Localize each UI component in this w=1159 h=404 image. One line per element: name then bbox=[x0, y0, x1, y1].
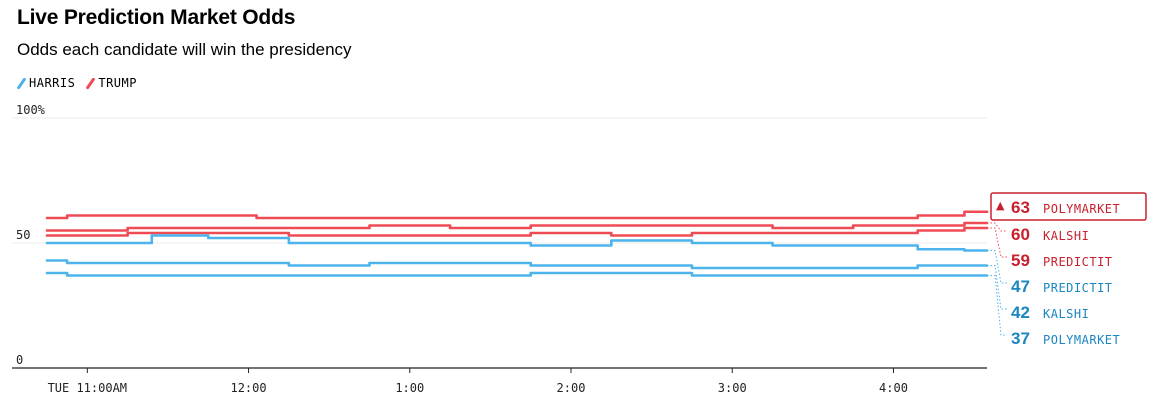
end-label-value: 47 bbox=[1011, 277, 1030, 296]
chart-subtitle: Odds each candidate will win the preside… bbox=[17, 40, 352, 59]
y-tick-label: 100% bbox=[16, 103, 46, 117]
chart-title: Live Prediction Market Odds bbox=[17, 6, 296, 29]
x-tick-label: 1:00 bbox=[395, 381, 424, 395]
leader-line bbox=[987, 222, 1007, 232]
end-label-harris-predictit: 47 PREDICTIT bbox=[987, 250, 1113, 296]
chart-legend: HARRIS TRUMP bbox=[16, 76, 137, 90]
end-label-market: POLYMARKET bbox=[1043, 202, 1120, 216]
end-label-value: 42 bbox=[1011, 303, 1030, 322]
end-label-value: 60 bbox=[1011, 225, 1030, 244]
highlight-box bbox=[990, 192, 1147, 221]
x-axis: TUE 11:00AM 12:00 1:00 2:00 3:00 4:00 bbox=[12, 367, 987, 395]
x-tick-label: TUE 11:00AM bbox=[48, 381, 127, 395]
y-tick-label: 50 bbox=[16, 228, 30, 242]
leader-line bbox=[987, 265, 1007, 310]
series-line-harris-kalshi bbox=[45, 259, 989, 270]
end-label-trump-polymarket: ▲ 63 POLYMARKET bbox=[987, 192, 1147, 221]
end-label-value: 37 bbox=[1011, 329, 1030, 348]
leader-line bbox=[987, 250, 1007, 284]
end-label-market: PREDICTIT bbox=[1043, 255, 1113, 269]
end-label-market: POLYMARKET bbox=[1043, 333, 1120, 347]
y-axis-ticks: 0 50 100% bbox=[16, 103, 46, 367]
legend-label-harris: HARRIS bbox=[29, 76, 76, 90]
end-label-market: PREDICTIT bbox=[1043, 281, 1113, 295]
x-tick-label: 3:00 bbox=[718, 381, 747, 395]
leader-line bbox=[987, 275, 1007, 336]
series-line-harris-predictit bbox=[45, 234, 989, 252]
series-line-trump-polymarket bbox=[45, 210, 989, 220]
end-label-trump-kalshi: 60 KALSHI bbox=[987, 222, 1089, 244]
series-lines bbox=[45, 210, 989, 277]
end-label-market: KALSHI bbox=[1043, 229, 1089, 243]
series-line-harris-polymarket bbox=[45, 271, 989, 277]
x-tick-label: 2:00 bbox=[557, 381, 586, 395]
x-tick-label: 12:00 bbox=[230, 381, 266, 395]
up-arrow-icon: ▲ bbox=[996, 199, 1005, 212]
legend-item-harris: HARRIS bbox=[16, 76, 76, 90]
series-line-trump-predictit bbox=[45, 226, 989, 237]
end-label-value: 59 bbox=[1011, 251, 1030, 270]
end-label-harris-kalshi: 42 KALSHI bbox=[987, 265, 1089, 322]
legend-item-trump: TRUMP bbox=[85, 76, 137, 90]
legend-label-trump: TRUMP bbox=[98, 76, 137, 90]
leader-line bbox=[987, 227, 1007, 258]
y-tick-label: 0 bbox=[16, 353, 23, 367]
end-label-value: 63 bbox=[1011, 198, 1030, 217]
end-label-market: KALSHI bbox=[1043, 307, 1089, 321]
series-line-trump-kalshi bbox=[45, 221, 989, 232]
end-labels: ▲ 63 POLYMARKET 60 KALSHI 59 PREDICTIT 47 PREDIC… bbox=[987, 192, 1147, 348]
x-tick-label: 4:00 bbox=[879, 381, 908, 395]
end-label-trump-predictit: 59 PREDICTIT bbox=[987, 227, 1113, 270]
gridlines bbox=[12, 117, 987, 244]
end-label-harris-polymarket: 37 POLYMARKET bbox=[987, 275, 1120, 348]
